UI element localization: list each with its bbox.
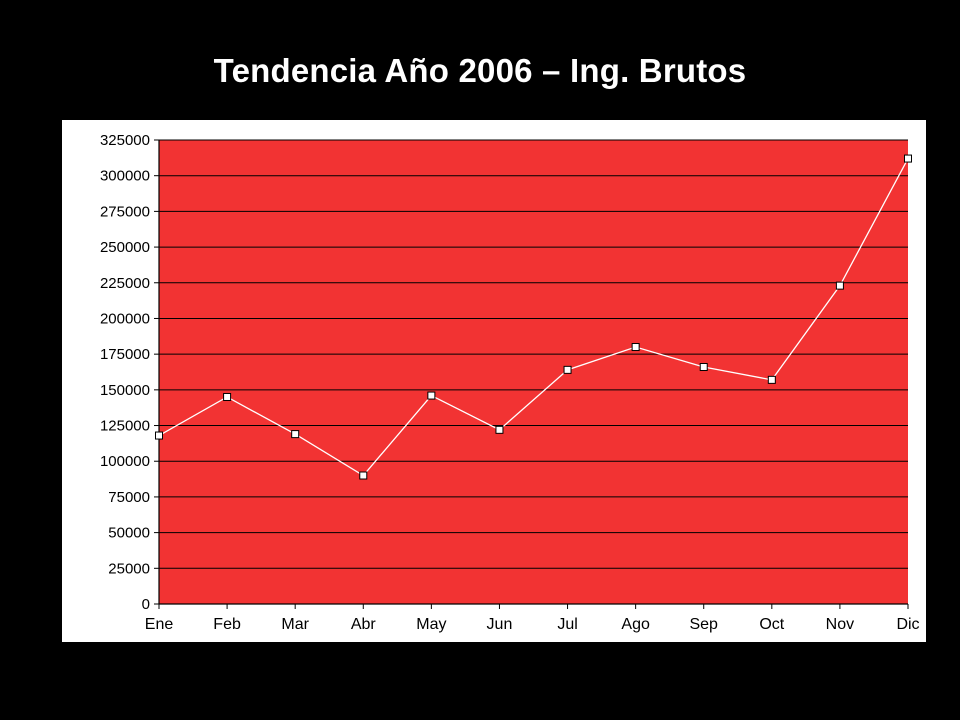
y-tick-label-1: 25000 bbox=[108, 560, 150, 577]
data-point-jun bbox=[495, 425, 504, 434]
y-tick-label-7: 175000 bbox=[100, 346, 150, 363]
x-tick-label-mar: Mar bbox=[281, 616, 309, 633]
slide-title: Tendencia Año 2006 – Ing. Brutos bbox=[213, 52, 747, 89]
y-tick-label-11: 275000 bbox=[100, 203, 150, 220]
data-point-sep bbox=[699, 363, 708, 372]
y-tick-label-6: 150000 bbox=[100, 382, 150, 399]
x-tick-label-may: May bbox=[416, 616, 446, 633]
y-tick-label-4: 100000 bbox=[100, 453, 150, 470]
x-axis-tick-labels: Ene Feb Mar Abr May Jun Jul Ago Sep Oct Nov Dic bbox=[145, 616, 920, 633]
gridlines bbox=[154, 139, 908, 605]
x-tick-label-jun: Jun bbox=[487, 616, 513, 633]
y-tick-label-12: 300000 bbox=[100, 168, 150, 185]
x-tick-label-dic: Dic bbox=[896, 616, 919, 633]
data-point-ene bbox=[155, 431, 163, 440]
line-chart: 0 25000 50000 75000 100000 125000 150000 175000… bbox=[100, 132, 920, 633]
y-axis-tick-labels: 0 25000 50000 75000 100000 125000 150000 175000… bbox=[100, 132, 150, 613]
x-tick-label-nov: Nov bbox=[826, 616, 854, 633]
data-point-may bbox=[427, 391, 436, 400]
y-tick-label-3: 75000 bbox=[108, 489, 150, 506]
y-tick-label-5: 125000 bbox=[100, 418, 150, 435]
chart-panel: 0 25000 50000 75000 100000 125000 150000 175000… bbox=[62, 120, 926, 642]
data-point-ago bbox=[631, 343, 640, 352]
series-line-0 bbox=[158, 158, 909, 477]
y-tick-label-13: 325000 bbox=[100, 132, 150, 149]
x-tick-label-ene: Ene bbox=[145, 616, 174, 633]
data-point-mar bbox=[291, 430, 300, 439]
data-point-jul bbox=[563, 365, 572, 374]
y-tick-label-10: 250000 bbox=[100, 239, 150, 256]
x-tick-label-ago: Ago bbox=[621, 616, 650, 633]
y-tick-label-2: 50000 bbox=[108, 525, 150, 542]
y-tick-label-8: 200000 bbox=[100, 310, 150, 327]
x-tick-label-oct: Oct bbox=[759, 616, 784, 633]
x-tick-label-sep: Sep bbox=[689, 616, 718, 633]
y-tick-label-0: 0 bbox=[142, 596, 150, 613]
axes bbox=[158, 140, 909, 609]
data-point-oct bbox=[767, 375, 776, 384]
data-point-dic bbox=[904, 154, 912, 163]
data-point-nov bbox=[835, 281, 844, 290]
y-tick-label-9: 225000 bbox=[100, 275, 150, 292]
data-point-abr bbox=[359, 471, 368, 480]
x-tick-label-abr: Abr bbox=[351, 616, 377, 633]
data-point-feb bbox=[223, 392, 232, 401]
x-tick-label-feb: Feb bbox=[213, 616, 241, 633]
plot-area bbox=[159, 140, 908, 604]
x-tick-label-jul: Jul bbox=[557, 616, 577, 633]
series-layer bbox=[155, 154, 912, 480]
